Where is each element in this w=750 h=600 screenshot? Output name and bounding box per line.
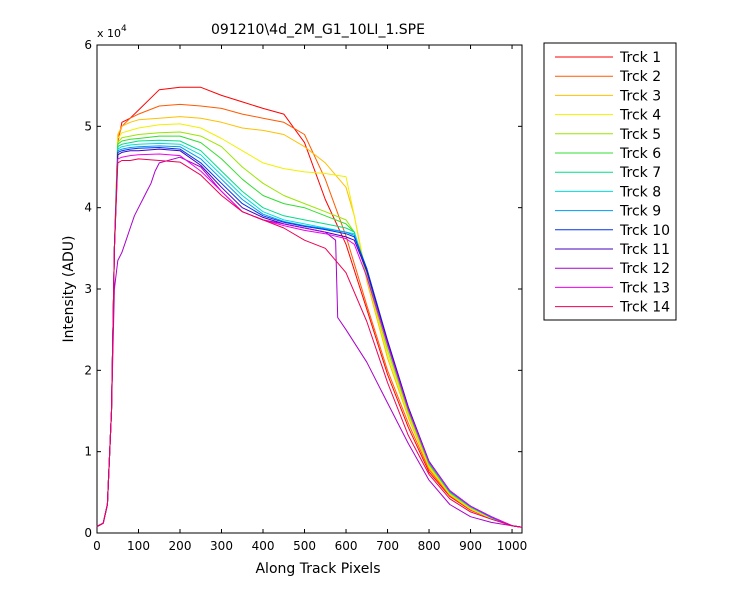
legend-item-trck-2: Trck 2 bbox=[555, 69, 661, 85]
x-tick-label: 200 bbox=[169, 539, 192, 553]
x-tick-label: 400 bbox=[252, 539, 275, 553]
legend-item-trck-9: Trck 9 bbox=[555, 204, 661, 220]
legend-label: Trck 5 bbox=[619, 127, 661, 143]
legend-label: Trck 4 bbox=[619, 108, 661, 124]
y-multiplier: x 10 4 bbox=[97, 24, 127, 40]
x-tick-label: 1000 bbox=[497, 539, 528, 553]
axes-box bbox=[96, 44, 523, 534]
legend-label: Trck 1 bbox=[619, 50, 661, 66]
legend-label: Trck 3 bbox=[619, 88, 661, 104]
y-multiplier-label: x 10 bbox=[97, 27, 121, 40]
legend-label: Trck 9 bbox=[619, 204, 661, 220]
y-tick-label: 6 bbox=[84, 38, 92, 52]
tick-layer: 0 100 200 300 400 500 600 700 800 900 1000 0 1 2 3 4 5 6 bbox=[84, 38, 527, 553]
legend-label: Trck 2 bbox=[619, 69, 661, 85]
legend-items: Trck 1 Trck 2 Trck 3 Trck 4 Trck 5 Trck 6 Trck… bbox=[555, 50, 670, 316]
legend-label: Trck 8 bbox=[619, 184, 661, 200]
legend-item-trck-10: Trck 10 bbox=[555, 223, 670, 239]
legend-item-trck-8: Trck 8 bbox=[555, 184, 661, 200]
legend-label: Trck 7 bbox=[619, 165, 661, 181]
legend-label: Trck 12 bbox=[619, 261, 670, 277]
legend-item-trck-3: Trck 3 bbox=[555, 88, 661, 104]
legend-item-trck-6: Trck 6 bbox=[555, 146, 661, 162]
legend-item-trck-7: Trck 7 bbox=[555, 165, 661, 181]
x-axis-label: Along Track Pixels bbox=[255, 561, 380, 577]
y-multiplier-exponent: 4 bbox=[121, 24, 127, 34]
legend: Trck 1 Trck 2 Trck 3 Trck 4 Trck 5 Trck 6 Trck… bbox=[543, 42, 677, 321]
legend-label: Trck 11 bbox=[619, 242, 670, 258]
legend-item-trck-1: Trck 1 bbox=[555, 50, 661, 66]
x-tick-label: 800 bbox=[418, 539, 441, 553]
legend-item-trck-11: Trck 11 bbox=[555, 242, 670, 258]
y-tick-label: 4 bbox=[84, 201, 92, 215]
x-tick-label: 900 bbox=[459, 539, 482, 553]
chart-title: 091210\4d_2M_G1_10LI_1.SPE bbox=[211, 22, 425, 38]
y-tick-label: 2 bbox=[84, 363, 92, 377]
legend-item-trck-12: Trck 12 bbox=[555, 261, 670, 277]
legend-item-trck-5: Trck 5 bbox=[555, 127, 661, 143]
legend-label: Trck 6 bbox=[619, 146, 661, 162]
x-tick-label: 700 bbox=[376, 539, 399, 553]
x-tick-label: 600 bbox=[335, 539, 358, 553]
y-tick-label: 3 bbox=[84, 282, 92, 296]
x-tick-label: 500 bbox=[293, 539, 316, 553]
series-layer bbox=[96, 86, 523, 528]
y-tick-label: 1 bbox=[84, 445, 92, 459]
x-tick-label: 0 bbox=[93, 539, 101, 553]
legend-label: Trck 10 bbox=[619, 223, 670, 239]
x-tick-label: 300 bbox=[210, 539, 233, 553]
legend-label: Trck 13 bbox=[619, 280, 670, 296]
legend-item-trck-4: Trck 4 bbox=[555, 108, 661, 124]
legend-box bbox=[543, 42, 677, 321]
plot-area: 0 100 200 300 400 500 600 700 800 900 1000 0 1 2 3 4 5 6 bbox=[84, 38, 527, 553]
y-tick-label: 5 bbox=[84, 119, 92, 133]
y-axis-label: Intensity (ADU) bbox=[61, 236, 77, 343]
legend-item-trck-13: Trck 13 bbox=[555, 280, 670, 296]
series-line-trck-12 bbox=[96, 156, 523, 528]
y-tick-label: 0 bbox=[84, 526, 92, 540]
x-tick-label: 100 bbox=[127, 539, 150, 553]
legend-label: Trck 14 bbox=[619, 300, 670, 316]
series-line-trck-14 bbox=[96, 158, 523, 528]
legend-item-trck-14: Trck 14 bbox=[555, 300, 670, 316]
